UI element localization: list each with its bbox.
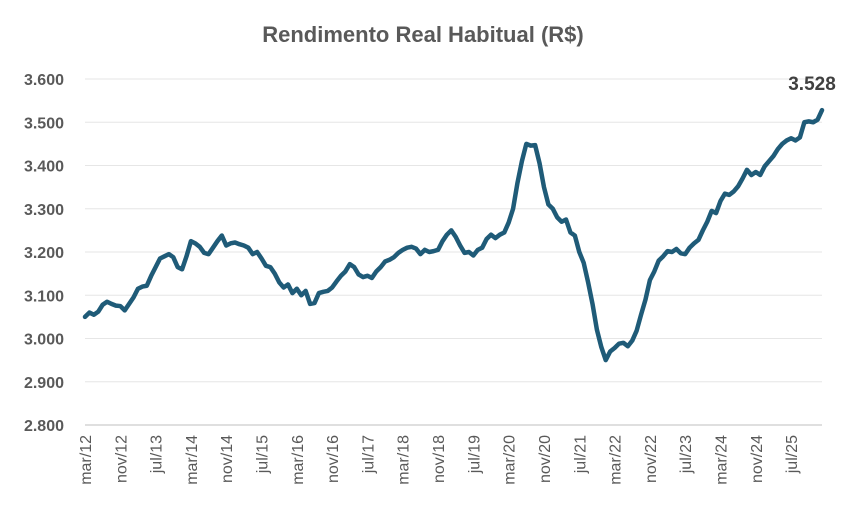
series-layer xyxy=(82,107,825,363)
y-tick-label: 3.600 xyxy=(24,72,64,89)
x-tick-label: mar/24 xyxy=(713,435,730,485)
x-tick-label: mar/22 xyxy=(608,435,625,485)
x-tick-label: nov/22 xyxy=(643,435,660,483)
x-tick-label: jul/13 xyxy=(149,435,166,474)
y-tick-label: 3.100 xyxy=(24,288,64,305)
x-tick-label: mar/12 xyxy=(78,435,95,485)
x-tick-label: jul/19 xyxy=(466,435,483,474)
y-tick-label: 3.300 xyxy=(24,202,64,219)
y-tick-label: 3.200 xyxy=(24,245,64,262)
x-tick-label: mar/14 xyxy=(184,435,201,485)
y-tick-label: 3.400 xyxy=(24,159,64,176)
x-tick-label: jul/23 xyxy=(678,435,695,474)
x-tick-label: jul/17 xyxy=(360,435,377,474)
x-tick-label: nov/18 xyxy=(431,435,448,483)
x-tick-label: mar/16 xyxy=(290,435,307,485)
x-tick-label: nov/24 xyxy=(749,435,766,483)
chart-title: Rendimento Real Habitual (R$) xyxy=(262,22,583,47)
x-tick-label: nov/16 xyxy=(325,435,342,483)
x-tick-label: jul/25 xyxy=(784,435,801,474)
y-axis-tick-labels: 2.800 2.900 3.000 3.100 3.200 3.300 3.400 3.500… xyxy=(24,72,64,435)
x-tick-label: jul/21 xyxy=(572,435,589,474)
x-tick-label: mar/20 xyxy=(502,435,519,485)
y-tick-label: 2.800 xyxy=(24,418,64,435)
x-tick-label: nov/14 xyxy=(219,435,236,483)
y-tick-label: 3.500 xyxy=(24,115,64,132)
x-tick-label: nov/20 xyxy=(537,435,554,483)
series-line xyxy=(82,107,825,363)
x-tick-label: jul/15 xyxy=(255,435,272,474)
y-tick-label: 2.900 xyxy=(24,375,64,392)
y-tick-label: 3.000 xyxy=(24,332,64,349)
x-tick-label: mar/18 xyxy=(396,435,413,485)
x-tick-label: nov/12 xyxy=(113,435,130,483)
last-value-data-label: 3.528 xyxy=(788,74,836,95)
x-axis-tick-labels: mar/12 nov/12 jul/13 mar/14 nov/14 jul/15 mar/… xyxy=(78,435,801,485)
